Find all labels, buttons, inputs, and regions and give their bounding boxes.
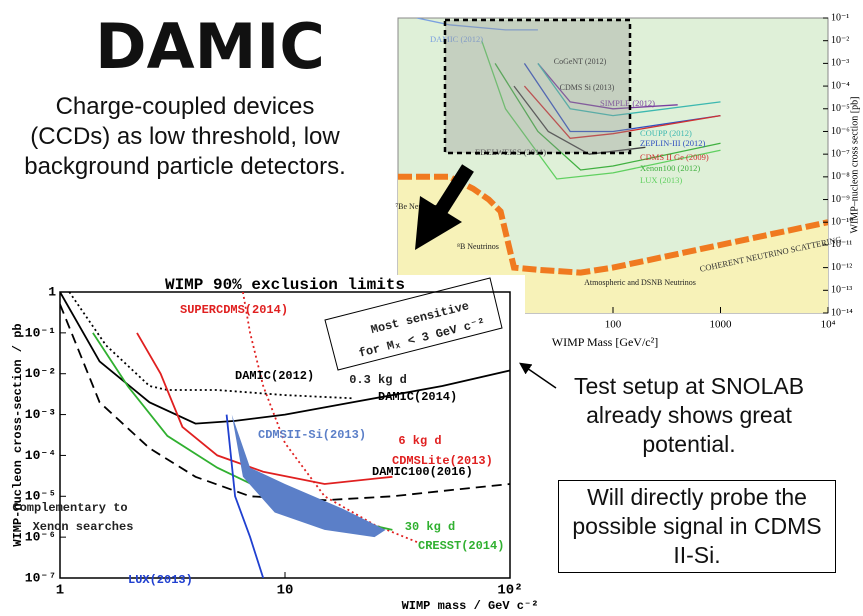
limit-curve: [494, 63, 721, 171]
y-tick-label: 10⁻⁸: [831, 171, 850, 182]
y-tick-label: 10⁻⁵: [831, 103, 850, 114]
series-label: Xenon100 (2012): [640, 163, 700, 173]
y-tick-label: 10⁻³: [25, 407, 56, 422]
limit-curve: [537, 63, 721, 117]
limit-curve: [523, 85, 721, 139]
series-label: COUPP (2012): [640, 128, 692, 138]
slide-title: DAMIC: [95, 10, 325, 83]
series-label: DAMIC(2014): [378, 390, 457, 404]
main-chart: WIMP 90% exclusion limits DAMIC(2012) DAMI…: [0, 275, 538, 616]
limit-curve: [60, 303, 510, 502]
y-tick-label: 10⁻¹³: [831, 285, 852, 296]
slide-subtitle: Charge-coupled devices (CCDs) as low thr…: [24, 93, 346, 180]
annotation: ⁸B Neutrinos: [457, 242, 499, 251]
x-tick-label: 1000: [710, 319, 733, 331]
zoom-arrow: [434, 164, 474, 216]
series-label: EDELWEISS (2011): [475, 147, 546, 157]
y-tick-label: 10⁻⁴: [25, 448, 56, 463]
chart-title: WIMP 90% exclusion limits: [165, 276, 405, 294]
y-tick-label: 10⁻⁵: [25, 489, 56, 504]
limit-curve: [537, 62, 678, 110]
series-label: CDMSII-Si(2013): [258, 428, 366, 442]
zoom-arrow-head: [415, 196, 462, 250]
y-tick-label: 1: [48, 284, 56, 299]
series-label: CDMS II Ge (2009): [640, 152, 709, 162]
y-tick-label: 10⁻¹¹: [831, 239, 852, 250]
series-label: DAMIC(2012): [235, 369, 314, 383]
y-tick-label: 10⁻¹⁴: [831, 307, 853, 318]
limit-curve: [416, 18, 538, 31]
y-tick-label: 10⁻¹⁰: [831, 217, 853, 228]
y-axis-label: WIMP–nucleon cross section [pb]: [849, 97, 860, 234]
chart-panel: [0, 275, 525, 616]
annotation: Complementary to: [12, 501, 127, 515]
series-label: CDMSLite(2013): [392, 454, 493, 468]
annotation: ⁷Be Neutrinos: [395, 202, 440, 211]
zoom-region: [443, 18, 632, 155]
series-label: LUX (2013): [640, 175, 682, 185]
y-tick-label: 10⁻⁴: [831, 80, 850, 91]
series-label: DAMIC100(2016): [372, 465, 473, 479]
y-tick-label: 10⁻¹²: [831, 262, 852, 273]
annotation: 0.3 kg d: [349, 373, 407, 387]
limit-curve: [68, 292, 353, 400]
limit-curve: [60, 292, 510, 425]
y-tick-label: 10⁻²: [831, 35, 849, 46]
y-tick-label: 10⁻¹: [831, 12, 849, 23]
series-label: CRESST(2014): [418, 539, 504, 553]
annotation: CDMS Si (2013): [560, 83, 615, 92]
x-tick-label: 1: [56, 583, 64, 599]
x-tick-label: 10⁴: [821, 319, 836, 331]
annotation: CoGeNT (2012): [554, 57, 607, 66]
series-label: LUX(2013): [128, 573, 193, 587]
x-axis-label: WIMP mass / GeV c⁻²: [402, 599, 539, 613]
contour-region: [231, 414, 386, 538]
y-tick-label: 10⁻⁹: [831, 194, 850, 205]
pointer-arrow: [519, 362, 557, 389]
x-tick-label: 10: [277, 583, 294, 599]
annotation-box: [324, 277, 503, 371]
limit-curve: [481, 40, 721, 180]
limit-curve: [513, 85, 646, 155]
annotation: 30 kg d: [405, 520, 455, 534]
x-tick-label: 10²: [497, 583, 522, 599]
limit-curve: [225, 414, 265, 578]
x-axis-label: WIMP Mass [GeV/c²]: [552, 335, 658, 349]
y-axis-label: WIMP-nucleon cross-section / pb: [11, 323, 25, 546]
limit-curve: [136, 332, 393, 485]
callout-box: Will directly probe the possible signal …: [558, 480, 836, 573]
y-tick-label: 10⁻⁶: [25, 530, 56, 545]
annotation: Atmospheric and DSNB Neutrinos: [584, 278, 696, 287]
y-tick-label: 10⁻¹: [25, 325, 56, 340]
y-tick-label: 10⁻⁶: [831, 126, 850, 137]
series-label: ZEPLIN-III (2012): [640, 138, 706, 148]
x-tick-label: 100: [605, 319, 622, 331]
series-label: SIMPLE (2012): [600, 98, 655, 108]
neutrino-floor: [398, 173, 828, 276]
annotation: Xenon searches: [33, 520, 134, 534]
plot-area: [60, 292, 510, 578]
note: Test setup at SNOLAB already shows great…: [573, 373, 805, 457]
y-tick-label: 10⁻⁷: [25, 570, 56, 585]
annotation: 6 kg d: [398, 434, 441, 448]
limit-curve: [523, 63, 721, 133]
y-tick-label: 10⁻⁷: [831, 148, 850, 159]
series-label: DAMIC (2012): [430, 34, 483, 44]
y-tick-label: 10⁻³: [831, 58, 849, 69]
y-tick-label: 10⁻²: [25, 366, 56, 381]
series-label: SUPERCDMS(2014): [180, 303, 288, 317]
